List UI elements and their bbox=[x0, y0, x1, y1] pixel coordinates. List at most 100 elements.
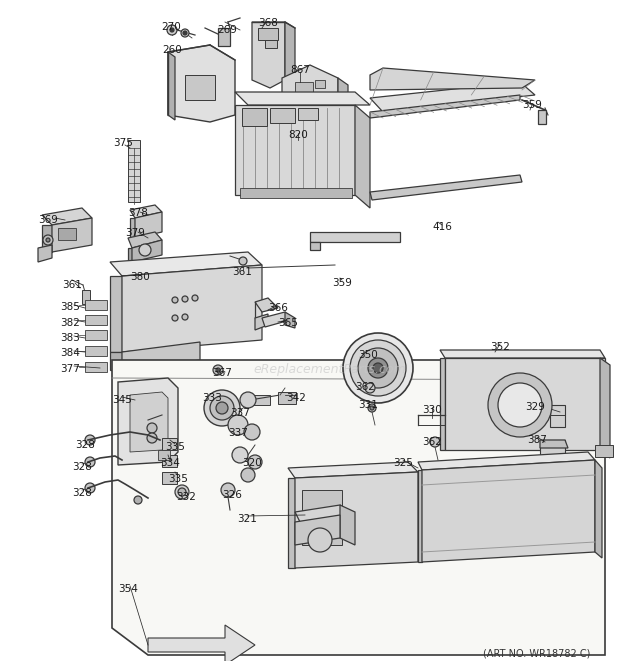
Circle shape bbox=[183, 31, 187, 35]
Polygon shape bbox=[255, 298, 278, 312]
Text: 366: 366 bbox=[268, 303, 288, 313]
Bar bbox=[270, 108, 295, 123]
Bar bbox=[185, 75, 215, 100]
Polygon shape bbox=[370, 95, 520, 118]
Text: 382: 382 bbox=[60, 318, 80, 328]
Polygon shape bbox=[38, 245, 52, 262]
Polygon shape bbox=[440, 350, 605, 358]
Polygon shape bbox=[122, 265, 262, 352]
Bar bbox=[82, 290, 90, 304]
Circle shape bbox=[216, 402, 228, 414]
Circle shape bbox=[239, 257, 247, 265]
Bar bbox=[85, 330, 107, 340]
Polygon shape bbox=[370, 175, 522, 200]
Circle shape bbox=[240, 392, 256, 408]
Text: 337: 337 bbox=[228, 428, 248, 438]
Polygon shape bbox=[422, 460, 595, 562]
Circle shape bbox=[232, 447, 248, 463]
Text: 361: 361 bbox=[62, 280, 82, 290]
Bar bbox=[58, 228, 76, 240]
Text: 269: 269 bbox=[217, 25, 237, 35]
Polygon shape bbox=[445, 358, 605, 450]
Circle shape bbox=[204, 390, 240, 426]
Polygon shape bbox=[340, 505, 355, 545]
Text: 331: 331 bbox=[358, 400, 378, 410]
Polygon shape bbox=[148, 625, 255, 661]
Polygon shape bbox=[600, 358, 610, 458]
Text: 320: 320 bbox=[242, 458, 262, 468]
Polygon shape bbox=[282, 65, 338, 130]
Bar bbox=[595, 445, 613, 457]
Polygon shape bbox=[235, 92, 370, 105]
Polygon shape bbox=[130, 205, 162, 218]
Bar bbox=[310, 242, 320, 250]
Text: 359: 359 bbox=[332, 278, 352, 288]
Text: 260: 260 bbox=[162, 45, 182, 55]
Polygon shape bbox=[540, 440, 568, 448]
Bar bbox=[240, 188, 352, 198]
Polygon shape bbox=[118, 378, 178, 465]
Text: 368: 368 bbox=[258, 18, 278, 28]
Polygon shape bbox=[370, 82, 535, 112]
Text: 359: 359 bbox=[522, 100, 542, 110]
Polygon shape bbox=[358, 377, 373, 391]
Bar bbox=[242, 108, 267, 126]
Bar bbox=[85, 346, 107, 356]
Circle shape bbox=[167, 25, 177, 35]
Text: 321: 321 bbox=[237, 514, 257, 524]
Polygon shape bbox=[255, 314, 268, 330]
Polygon shape bbox=[355, 348, 370, 363]
Polygon shape bbox=[440, 358, 445, 450]
Text: 335: 335 bbox=[165, 442, 185, 452]
Text: 362: 362 bbox=[422, 437, 442, 447]
Polygon shape bbox=[295, 505, 348, 522]
Circle shape bbox=[373, 363, 383, 373]
Text: 369: 369 bbox=[38, 215, 58, 225]
Bar bbox=[158, 450, 170, 460]
Text: 354: 354 bbox=[118, 584, 138, 594]
Bar bbox=[295, 82, 313, 94]
Polygon shape bbox=[288, 478, 295, 568]
Bar bbox=[315, 80, 325, 88]
Bar bbox=[218, 28, 230, 46]
Polygon shape bbox=[295, 515, 340, 545]
Bar bbox=[85, 362, 107, 372]
Polygon shape bbox=[130, 392, 168, 452]
Text: 378: 378 bbox=[128, 208, 148, 218]
Circle shape bbox=[172, 297, 178, 303]
Polygon shape bbox=[132, 240, 162, 262]
Text: 270: 270 bbox=[161, 22, 181, 32]
Circle shape bbox=[308, 528, 332, 552]
Bar bbox=[85, 315, 107, 325]
Polygon shape bbox=[383, 345, 398, 360]
Bar bbox=[538, 110, 546, 124]
Circle shape bbox=[182, 314, 188, 320]
Bar bbox=[278, 392, 296, 404]
Text: 375: 375 bbox=[113, 138, 133, 148]
Circle shape bbox=[244, 424, 260, 440]
Bar bbox=[298, 108, 318, 120]
Polygon shape bbox=[42, 225, 52, 252]
Bar bbox=[85, 300, 107, 310]
Text: 361: 361 bbox=[232, 267, 252, 277]
Polygon shape bbox=[110, 252, 262, 276]
Circle shape bbox=[147, 423, 157, 433]
Circle shape bbox=[170, 28, 174, 32]
Text: 337: 337 bbox=[230, 408, 250, 418]
Bar bbox=[302, 490, 342, 545]
Circle shape bbox=[228, 415, 248, 435]
Circle shape bbox=[182, 296, 188, 302]
Text: (ART NO. WR18782 C): (ART NO. WR18782 C) bbox=[482, 648, 590, 658]
Circle shape bbox=[350, 340, 406, 396]
Polygon shape bbox=[295, 472, 418, 568]
Polygon shape bbox=[112, 360, 605, 655]
Text: 345: 345 bbox=[112, 395, 132, 405]
Circle shape bbox=[210, 396, 234, 420]
Polygon shape bbox=[128, 248, 132, 262]
Bar bbox=[250, 395, 270, 405]
Circle shape bbox=[248, 455, 262, 469]
Text: 332: 332 bbox=[176, 492, 196, 502]
Circle shape bbox=[178, 488, 186, 496]
Polygon shape bbox=[355, 105, 370, 208]
Polygon shape bbox=[370, 68, 535, 90]
